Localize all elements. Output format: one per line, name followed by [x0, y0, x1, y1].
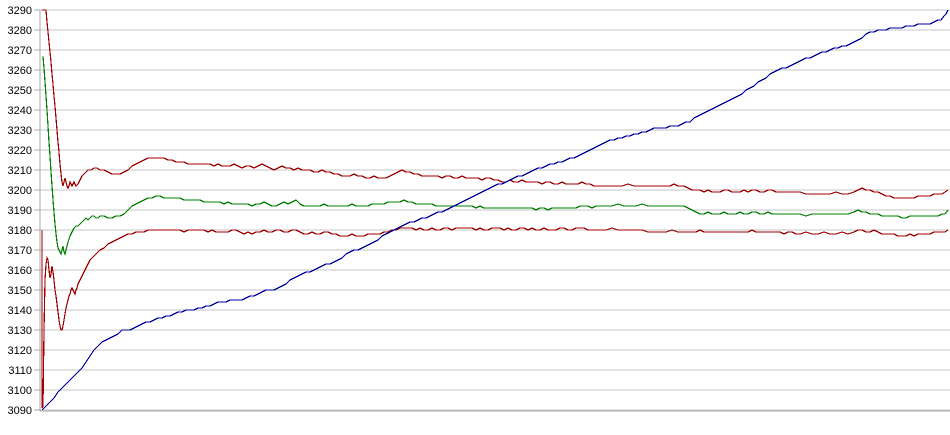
y-axis-label: 3150 — [8, 285, 32, 297]
series-cumulative-blue-line — [41, 9, 949, 411]
y-axis-label: 3230 — [8, 125, 32, 137]
y-axis-label: 3270 — [8, 45, 32, 57]
series-lower-band-red-line — [41, 227, 949, 409]
y-axis-label: 3180 — [8, 225, 32, 237]
y-axis-label: 3170 — [8, 245, 32, 257]
series-mid-line-green-line — [42, 55, 949, 256]
y-axis-label: 3220 — [8, 145, 32, 157]
series-upper-band-red-line — [42, 9, 949, 199]
y-axis-label: 3090 — [8, 405, 32, 417]
y-axis-label: 3120 — [8, 345, 32, 357]
y-axis-label: 3110 — [8, 365, 32, 377]
y-axis-label: 3260 — [8, 65, 32, 77]
y-axis-label: 3130 — [8, 325, 32, 337]
y-axis-label: 3250 — [8, 85, 32, 97]
y-axis-label: 3140 — [8, 305, 32, 317]
y-axis-label: 3280 — [8, 25, 32, 37]
y-axis-label: 3240 — [8, 105, 32, 117]
y-axis-label: 3200 — [8, 185, 32, 197]
y-axis-label: 3100 — [8, 385, 32, 397]
y-axis-label: 3160 — [8, 265, 32, 277]
y-axis-label: 3190 — [8, 205, 32, 217]
y-axis-label: 3210 — [8, 165, 32, 177]
y-axis-label: 3290 — [8, 5, 32, 17]
